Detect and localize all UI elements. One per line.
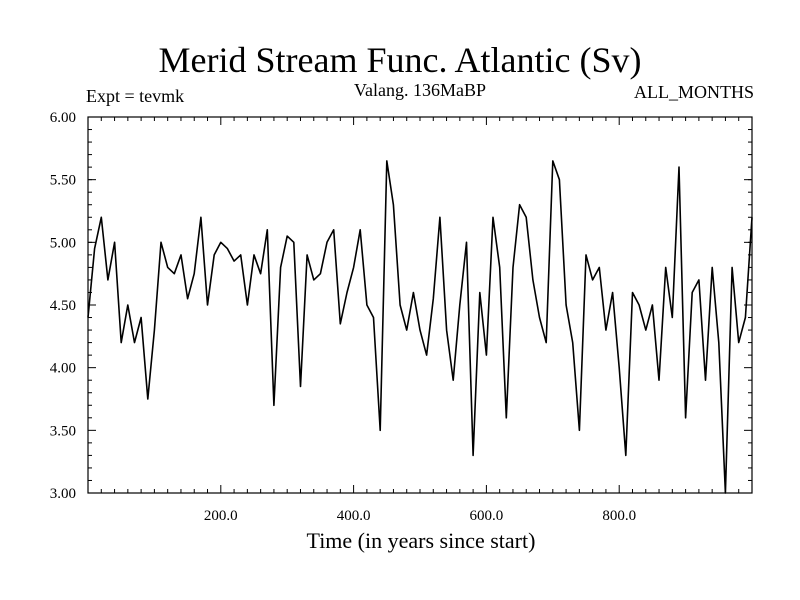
months-label: ALL_MONTHS — [634, 82, 754, 102]
x-tick-label: 600.0 — [470, 508, 504, 524]
experiment-label: Expt = tevmk — [86, 86, 185, 106]
y-tick-label: 6.00 — [50, 110, 76, 126]
y-tick-label: 5.00 — [50, 235, 76, 251]
x-tick-label: 400.0 — [337, 508, 371, 524]
y-tick-label: 3.00 — [50, 486, 76, 502]
y-tick-label: 4.00 — [50, 361, 76, 377]
x-axis-label: Time (in years since start) — [307, 528, 536, 553]
series-line — [87, 160, 753, 494]
chart-subtitle: Valang. 136MaBP — [354, 80, 486, 100]
x-tick-label: 800.0 — [602, 508, 636, 524]
chart-title: Merid Stream Func. Atlantic (Sv) — [158, 40, 642, 80]
y-tick-label: 4.50 — [50, 298, 76, 314]
y-tick-label: 5.50 — [50, 173, 76, 189]
x-tick-label: 200.0 — [204, 508, 238, 524]
y-tick-label: 3.50 — [50, 423, 76, 439]
